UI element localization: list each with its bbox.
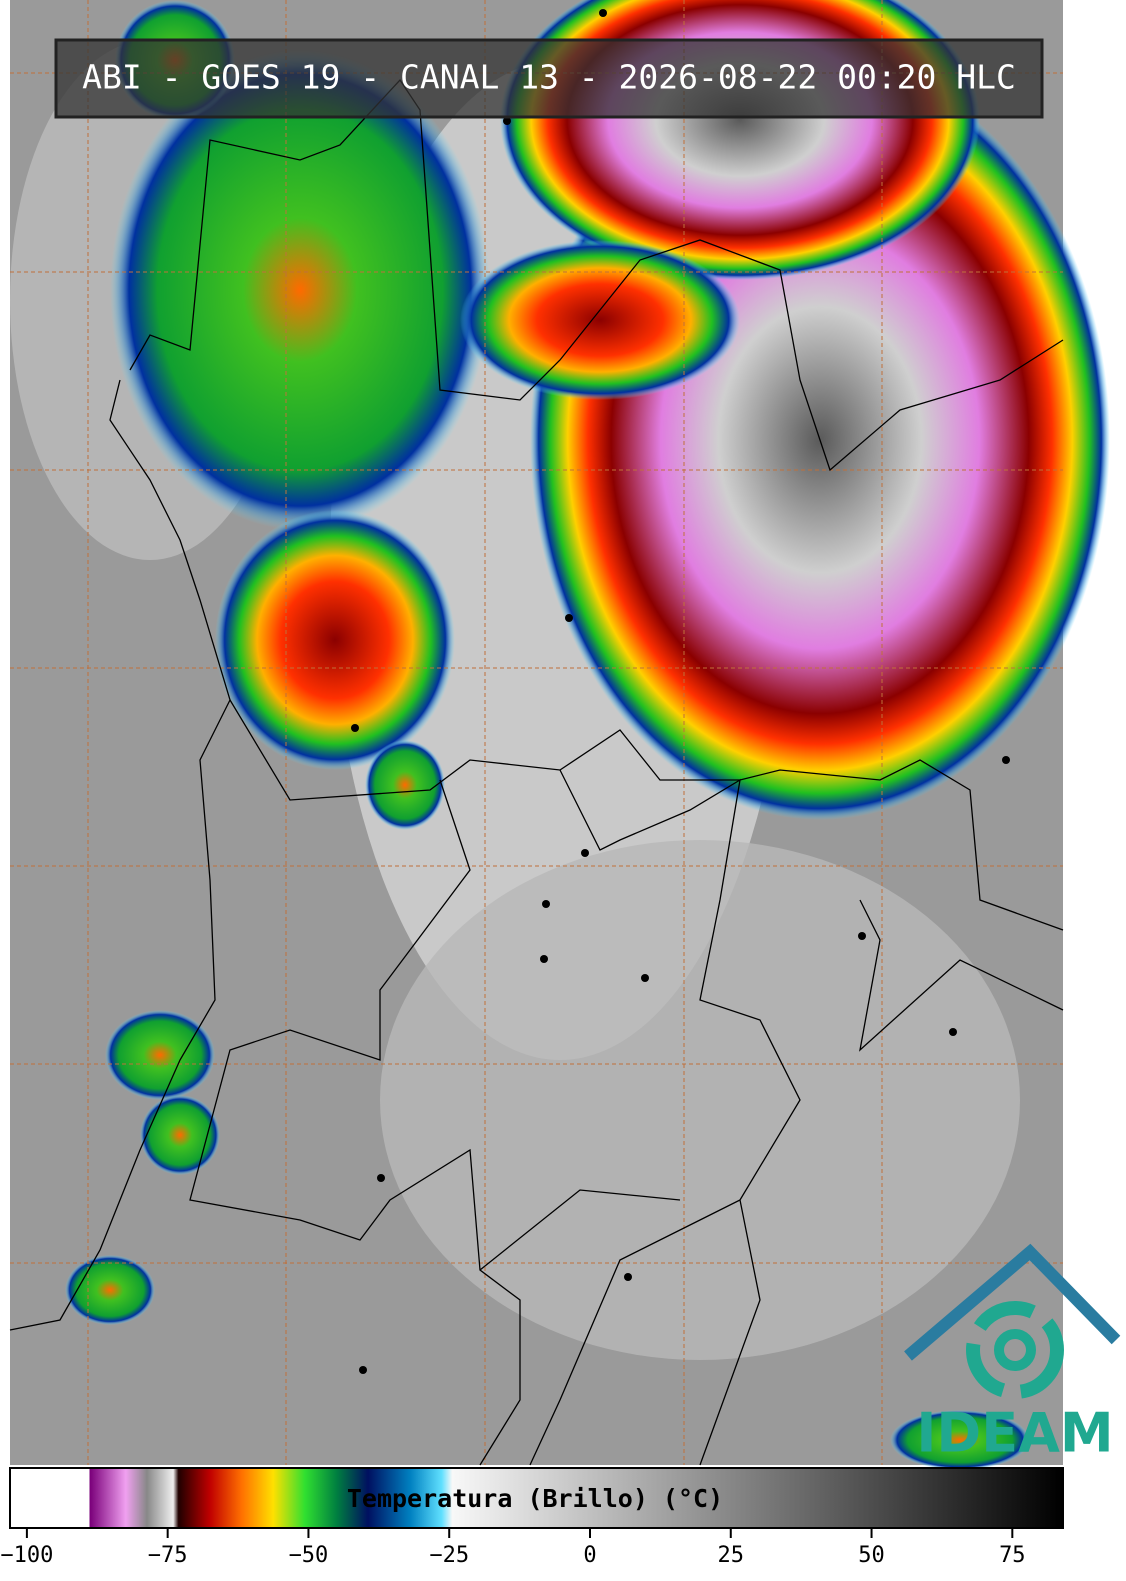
title-box: ABI - GOES 19 - CANAL 13 - 2026-08-22 00… [54,38,1044,119]
satellite-map [9,0,1110,1470]
tick-label: 50 [858,1543,885,1568]
tick-label: −50 [289,1543,329,1568]
tick-label: 0 [583,1543,596,1568]
tick-label: −75 [148,1543,188,1568]
colorbar-label: Temperatura (Brillo) (°C) [347,1484,723,1513]
title: ABI - GOES 19 - CANAL 13 - 2026-08-22 00… [82,58,1016,97]
logo-text: IDEAM [916,1402,1113,1465]
tick-label: −100 [0,1543,53,1568]
tick-label: −25 [429,1543,469,1568]
tick-label: 75 [999,1543,1026,1568]
tick-label: 25 [718,1543,745,1568]
logo: IDEAM [904,1243,1121,1465]
colorbar: Temperatura (Brillo) (°C) [9,1467,1064,1529]
